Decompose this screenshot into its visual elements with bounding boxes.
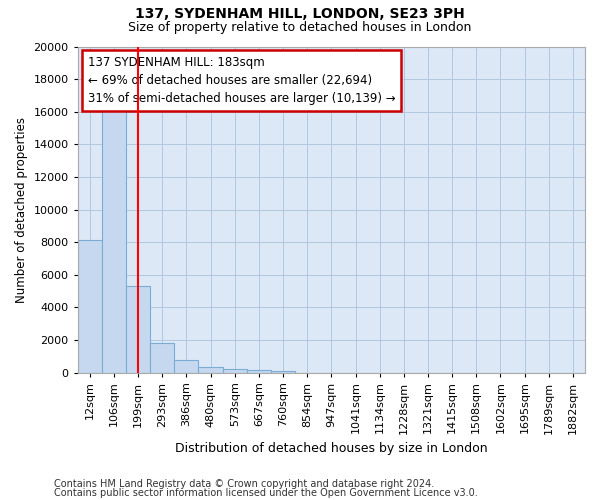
Bar — [175, 360, 199, 372]
Bar — [199, 368, 223, 372]
Bar — [78, 240, 102, 372]
Text: 137, SYDENHAM HILL, LONDON, SE23 3PH: 137, SYDENHAM HILL, LONDON, SE23 3PH — [135, 8, 465, 22]
X-axis label: Distribution of detached houses by size in London: Distribution of detached houses by size … — [175, 442, 488, 455]
Bar — [150, 343, 175, 372]
Bar — [126, 286, 150, 372]
Bar — [223, 369, 247, 372]
Text: Contains HM Land Registry data © Crown copyright and database right 2024.: Contains HM Land Registry data © Crown c… — [54, 479, 434, 489]
Text: Contains public sector information licensed under the Open Government Licence v3: Contains public sector information licen… — [54, 488, 478, 498]
Y-axis label: Number of detached properties: Number of detached properties — [15, 116, 28, 302]
Text: Size of property relative to detached houses in London: Size of property relative to detached ho… — [128, 21, 472, 34]
Bar — [102, 102, 126, 372]
Text: 137 SYDENHAM HILL: 183sqm
← 69% of detached houses are smaller (22,694)
31% of s: 137 SYDENHAM HILL: 183sqm ← 69% of detac… — [88, 56, 395, 106]
Bar — [247, 370, 271, 372]
Bar — [271, 370, 295, 372]
